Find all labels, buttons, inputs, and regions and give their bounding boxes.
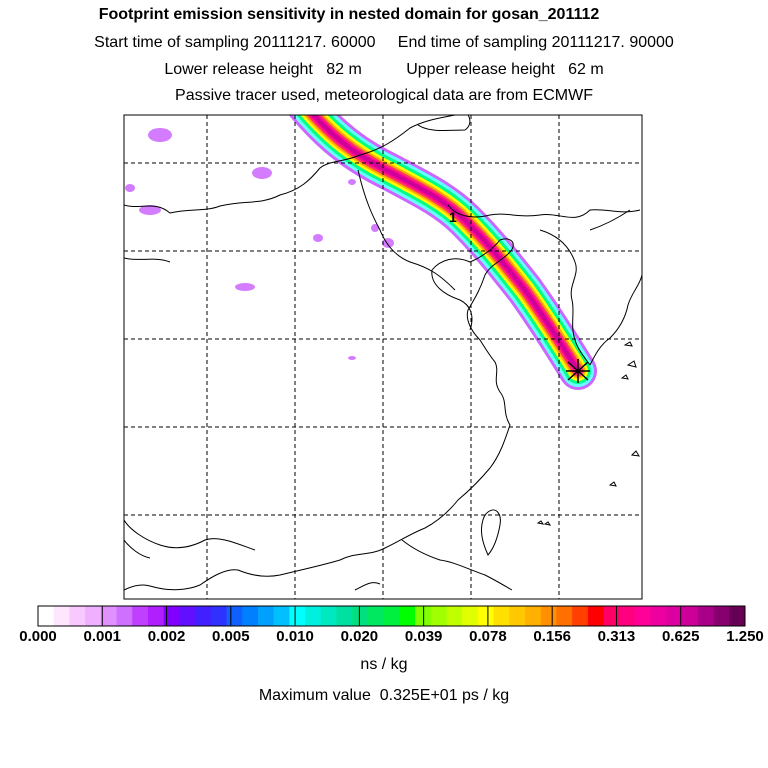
lat-lon-grid <box>124 115 642 599</box>
map-content: 1 <box>124 115 642 599</box>
colorbar-cell <box>100 606 118 626</box>
colorbar-tick-label: 0.156 <box>533 628 571 645</box>
colorbar-cell <box>697 606 715 626</box>
colorbar-cell <box>352 606 369 626</box>
colorbar-units: ns / kg <box>360 656 408 673</box>
colorbar-cell <box>320 606 338 626</box>
colorbar-tick-label: 1.250 <box>726 628 764 645</box>
colorbar-cell <box>69 606 86 626</box>
colorbar-cell <box>53 606 70 626</box>
chart-title: Footprint emission sensitivity in nested… <box>98 6 600 23</box>
colorbar-cell <box>163 606 180 626</box>
colorbar-tick-label: 0.005 <box>212 628 250 645</box>
colorbar-cell <box>493 606 510 626</box>
colorbar-tick-label: 0.000 <box>19 628 57 645</box>
colorbar-tick-label: 0.078 <box>469 628 507 645</box>
plume <box>288 115 597 390</box>
colorbar-cell <box>729 606 746 626</box>
colorbar-cell <box>399 606 416 626</box>
colorbar <box>37 605 746 627</box>
colorbar-cell <box>383 606 400 626</box>
plume-band-core <box>311 115 580 373</box>
colorbar-cell <box>38 606 55 626</box>
colorbar-tick-label: 0.039 <box>404 628 443 645</box>
sampling-time-line: Start time of sampling 20111217. 60000 E… <box>94 34 674 51</box>
coastlines <box>124 115 642 591</box>
colorbar-tick-label: 0.002 <box>147 628 186 645</box>
colorbar-cell <box>132 606 149 626</box>
colorbar-cell <box>289 606 306 626</box>
receptor-marker <box>566 359 590 383</box>
colorbar-cell <box>650 606 667 626</box>
colorbar-cell <box>572 606 589 626</box>
colorbar-cell <box>446 606 463 626</box>
colorbar-cell <box>179 606 196 626</box>
colorbar-cell <box>273 606 290 626</box>
colorbar-cell <box>509 606 526 626</box>
maximum-value-text: Maximum value 0.325E+01 ps / kg <box>258 687 510 704</box>
colorbar-cell <box>462 606 479 626</box>
colorbar-cell <box>116 606 133 626</box>
release-height-line: Lower release height 82 m Upper release … <box>164 61 604 78</box>
islands <box>481 341 640 556</box>
colorbar-cell <box>713 606 730 626</box>
colorbar-cell <box>682 606 699 626</box>
colorbar-tick-label: 0.020 <box>340 628 379 645</box>
colorbar-cell <box>540 606 557 626</box>
colorbar-cell <box>477 606 495 626</box>
colorbar-cell <box>226 606 243 626</box>
colorbar-cell <box>367 606 385 626</box>
colorbar-cell <box>242 606 259 626</box>
colorbar-cell <box>430 606 447 626</box>
colorbar-cell <box>336 606 353 626</box>
colorbar-cell <box>603 606 620 626</box>
map-frame <box>123 114 643 600</box>
colorbar-cells <box>38 606 746 626</box>
colorbar-cell <box>305 606 322 626</box>
colorbar-tick-label: 0.625 <box>661 628 700 645</box>
colorbar-cell <box>210 606 228 626</box>
trajectory-label: 1 <box>449 209 457 225</box>
tracer-info-line: Passive tracer used, meteorological data… <box>175 87 593 104</box>
colorbar-ticks <box>37 606 746 626</box>
colorbar-cell <box>257 606 275 626</box>
colorbar-cell <box>195 606 212 626</box>
colorbar-tick-label: 0.313 <box>597 628 636 645</box>
colorbar-cell <box>147 606 165 626</box>
colorbar-tick-label: 0.010 <box>276 628 314 645</box>
colorbar-cell <box>635 606 652 626</box>
colorbar-cell <box>525 606 542 626</box>
colorbar-cell <box>619 606 636 626</box>
colorbar-cell <box>85 606 102 626</box>
sensitivity-blobs <box>125 128 394 360</box>
colorbar-cell <box>556 606 573 626</box>
colorbar-cell <box>666 606 683 626</box>
colorbar-tick-label: 0.001 <box>83 628 122 645</box>
colorbar-cell <box>587 606 605 626</box>
